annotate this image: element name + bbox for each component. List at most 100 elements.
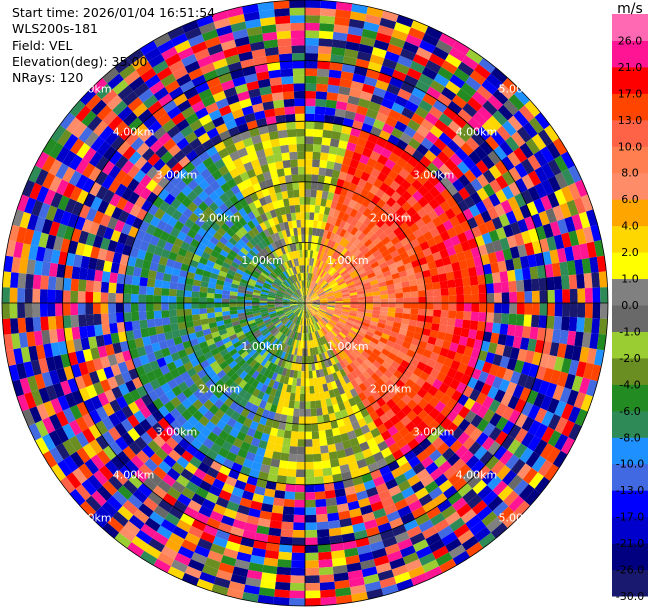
velocity-gate [347, 254, 356, 263]
velocity-gate [252, 310, 261, 314]
velocity-gate [323, 475, 334, 484]
velocity-gate [211, 331, 221, 339]
velocity-gate [425, 342, 435, 352]
velocity-gate [445, 538, 462, 553]
velocity-gate [305, 295, 309, 303]
velocity-gate [283, 294, 291, 299]
velocity-gate [388, 262, 397, 271]
velocity-gate [303, 295, 305, 303]
colorbar-unit-label: m/s [617, 1, 643, 17]
velocity-gate [76, 189, 89, 205]
velocity-gate [387, 245, 397, 254]
velocity-gate [305, 7, 321, 16]
velocity-gate [327, 306, 335, 310]
velocity-gate [358, 299, 366, 303]
velocity-gate [286, 213, 292, 222]
velocity-gate [481, 361, 493, 374]
velocity-gate [471, 500, 488, 515]
velocity-gate [575, 228, 587, 245]
velocity-gate [426, 303, 434, 310]
velocity-gate [216, 320, 225, 327]
velocity-gate [411, 480, 425, 494]
velocity-gate [99, 213, 112, 227]
velocity-gate [494, 203, 506, 217]
velocity-gate [232, 157, 244, 168]
velocity-gate [102, 445, 117, 461]
velocity-gate [447, 491, 463, 506]
velocity-gate [234, 404, 245, 415]
velocity-gate [338, 86, 351, 96]
velocity-gate [327, 298, 336, 301]
velocity-gate [200, 237, 210, 247]
velocity-gate [408, 253, 419, 263]
velocity-gate [193, 468, 207, 481]
velocity-gate [145, 223, 157, 236]
velocity-gate [187, 34, 205, 47]
velocity-gate [282, 305, 291, 308]
velocity-gate [554, 303, 563, 317]
velocity-gate [437, 66, 454, 81]
velocity-gate [319, 252, 324, 261]
velocity-gate [170, 244, 181, 255]
velocity-gate [85, 94, 102, 111]
velocity-gate [445, 271, 455, 281]
velocity-gate [357, 330, 366, 338]
velocity-gate [219, 192, 230, 203]
velocity-gate [84, 131, 99, 148]
velocity-gate [288, 338, 294, 347]
velocity-gate [197, 461, 211, 474]
velocity-gate [201, 323, 210, 331]
velocity-gate [375, 326, 385, 333]
velocity-gate [309, 309, 314, 316]
velocity-gate [290, 166, 299, 175]
velocity-gate [82, 348, 93, 362]
velocity-gate [290, 305, 298, 308]
velocity-gate [254, 532, 269, 543]
velocity-gate [114, 532, 132, 549]
velocity-gate [305, 424, 312, 432]
velocity-gate [278, 342, 285, 351]
velocity-gate [549, 369, 562, 385]
velocity-gate [362, 226, 371, 236]
velocity-gate [92, 291, 101, 303]
velocity-gate [305, 303, 313, 306]
velocity-gate [68, 154, 83, 171]
velocity-gate [325, 255, 332, 264]
velocity-gate [249, 41, 265, 52]
velocity-gate [305, 295, 307, 303]
velocity-gate [310, 281, 315, 290]
velocity-gate [500, 199, 513, 214]
velocity-gate [27, 375, 39, 392]
velocity-gate [419, 552, 436, 566]
velocity-gate [203, 206, 214, 217]
velocity-gate [242, 137, 254, 148]
velocity-gate [342, 358, 350, 367]
velocity-gate [510, 221, 522, 236]
velocity-gate [82, 244, 93, 258]
velocity-gate [188, 426, 201, 439]
velocity-gate [297, 325, 301, 333]
velocity-gate [203, 351, 214, 360]
velocity-gate [333, 336, 341, 345]
velocity-gate [319, 15, 336, 25]
velocity-gate [271, 505, 284, 514]
velocity-gate [55, 289, 63, 303]
velocity-gate [289, 598, 305, 606]
velocity-gate [438, 382, 450, 394]
velocity-gate [132, 266, 142, 277]
range-ring-label: 4.00km [456, 126, 498, 139]
velocity-gate [349, 310, 358, 314]
velocity-gate [355, 284, 364, 290]
velocity-gate [295, 273, 300, 282]
velocity-gate [387, 365, 397, 375]
velocity-gate [509, 347, 520, 360]
velocity-gate [181, 53, 198, 67]
velocity-gate [274, 249, 281, 258]
velocity-gate [234, 115, 247, 127]
velocity-gate [469, 427, 483, 442]
velocity-gate [309, 265, 313, 274]
velocity-gate [291, 296, 299, 300]
velocity-gate [237, 147, 248, 158]
velocity-gate [351, 3, 368, 15]
velocity-gate [192, 399, 204, 411]
